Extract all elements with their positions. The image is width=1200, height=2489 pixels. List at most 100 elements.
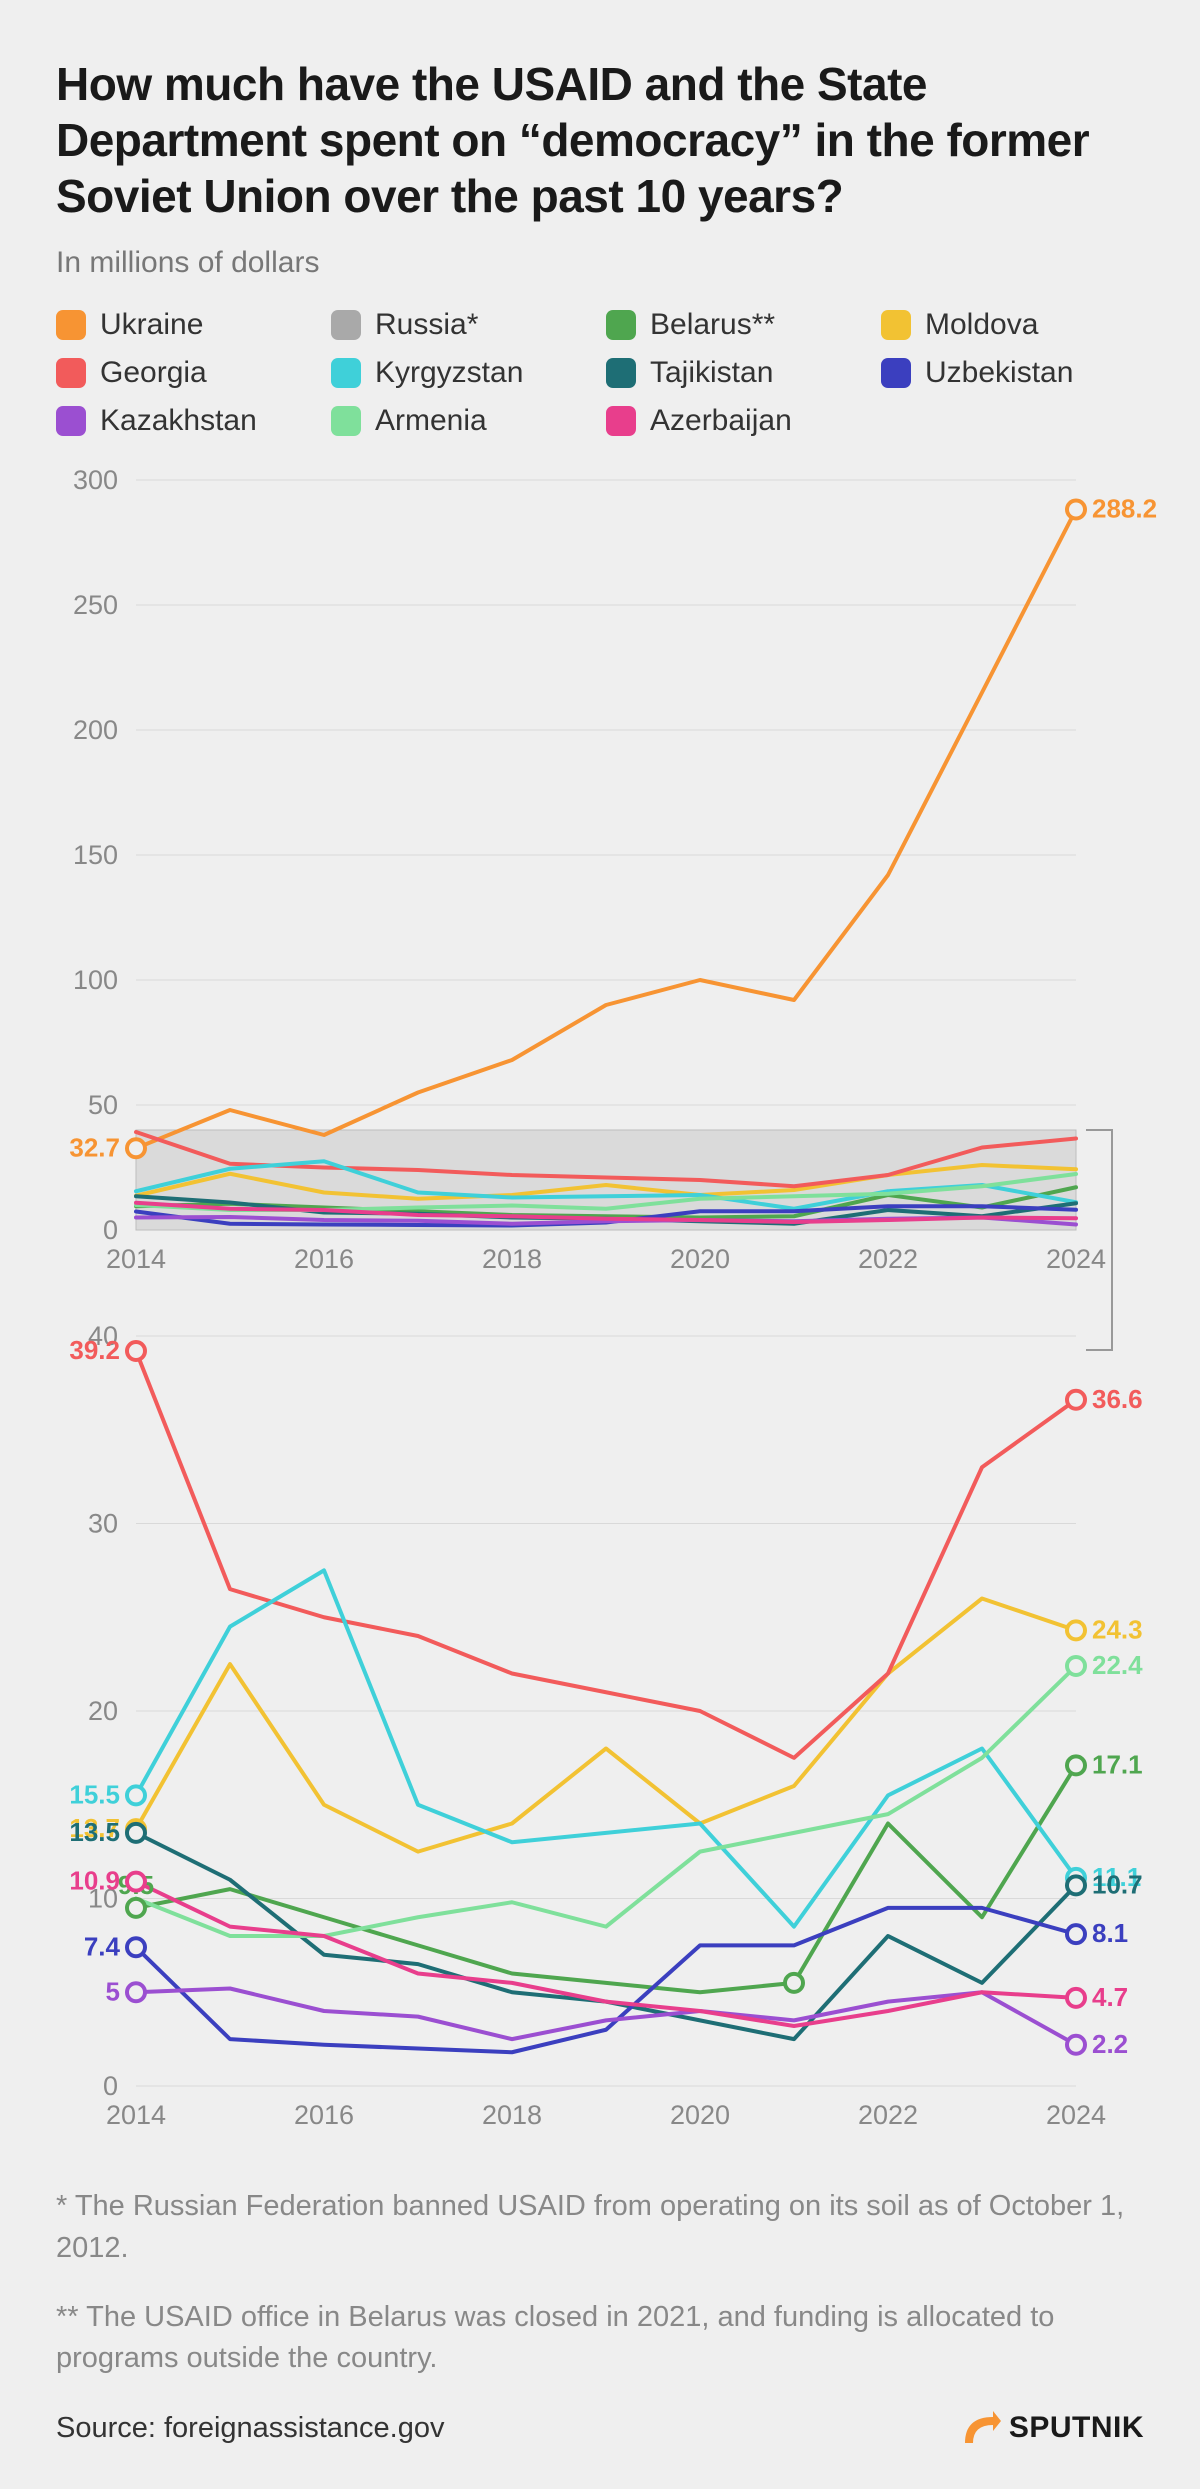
svg-text:2022: 2022: [858, 2100, 918, 2130]
line-moldova: [136, 1599, 1076, 1852]
svg-text:2016: 2016: [294, 1244, 354, 1274]
footnote-1: * The Russian Federation banned USAID fr…: [56, 2186, 1144, 2268]
legend-swatch: [56, 406, 86, 436]
marker-belarus: [785, 1974, 803, 1992]
svg-text:2014: 2014: [106, 1244, 166, 1274]
legend-swatch: [56, 358, 86, 388]
legend-item-georgia: Georgia: [56, 356, 319, 390]
svg-text:2018: 2018: [482, 1244, 542, 1274]
legend-swatch: [331, 358, 361, 388]
legend-item-russia: Russia*: [331, 308, 594, 342]
legend-item-moldova: Moldova: [881, 308, 1144, 342]
marker-ukraine: [127, 1140, 145, 1158]
legend-swatch: [606, 358, 636, 388]
logo-icon: [959, 2407, 1001, 2449]
svg-text:100: 100: [73, 965, 118, 995]
legend-label: Uzbekistan: [925, 356, 1073, 390]
svg-text:0: 0: [103, 1215, 118, 1245]
chart-bottom: 0102030402014201620182020202220249.517.1…: [56, 1326, 1144, 2146]
marker-label-kazakhstan: 5: [106, 1977, 120, 2007]
marker-label-kyrgyzstan: 15.5: [69, 1780, 120, 1810]
marker-label-ukraine: 32.7: [69, 1133, 120, 1163]
legend-label: Georgia: [100, 356, 207, 390]
legend-item-armenia: Armenia: [331, 404, 594, 438]
legend-item-uzbekistan: Uzbekistan: [881, 356, 1144, 390]
marker-label-tajikistan: 10.7: [1092, 1870, 1143, 1900]
marker-label-georgia: 39.2: [69, 1335, 120, 1365]
legend-label: Belarus**: [650, 308, 775, 342]
marker-belarus: [1067, 1757, 1085, 1775]
marker-georgia: [127, 1342, 145, 1360]
marker-label-uzbekistan: 8.1: [1092, 1918, 1128, 1948]
legend-swatch: [331, 406, 361, 436]
svg-text:30: 30: [88, 1509, 118, 1539]
legend-swatch: [606, 310, 636, 340]
svg-text:0: 0: [103, 2071, 118, 2101]
marker-label-belarus: 17.1: [1092, 1750, 1143, 1780]
legend-item-kyrgyzstan: Kyrgyzstan: [331, 356, 594, 390]
legend-swatch: [881, 310, 911, 340]
marker-moldova: [1067, 1622, 1085, 1640]
marker-label-tajikistan: 13.5: [69, 1817, 120, 1847]
svg-text:2014: 2014: [106, 2100, 166, 2130]
legend-item-tajikistan: Tajikistan: [606, 356, 869, 390]
svg-text:250: 250: [73, 590, 118, 620]
logo-text: SPUTNIK: [1009, 2411, 1144, 2445]
line-kazakhstan: [136, 1989, 1076, 2045]
marker-kyrgyzstan: [127, 1787, 145, 1805]
line-georgia: [136, 1351, 1076, 1758]
svg-text:2022: 2022: [858, 1244, 918, 1274]
marker-label-kazakhstan: 2.2: [1092, 2029, 1128, 2059]
marker-uzbekistan: [1067, 1925, 1085, 1943]
legend-label: Ukraine: [100, 308, 203, 342]
inset-bracket: [1086, 1130, 1112, 1350]
logo: SPUTNIK: [959, 2407, 1144, 2449]
svg-text:2020: 2020: [670, 1244, 730, 1274]
marker-belarus: [127, 1899, 145, 1917]
svg-text:300: 300: [73, 465, 118, 495]
marker-armenia: [1067, 1657, 1085, 1675]
marker-label-armenia: 22.4: [1092, 1650, 1143, 1680]
line-armenia: [136, 1666, 1076, 1936]
legend-label: Azerbaijan: [650, 404, 792, 438]
page-title: How much have the USAID and the State De…: [56, 56, 1144, 224]
marker-tajikistan: [1067, 1877, 1085, 1895]
legend-label: Russia*: [375, 308, 478, 342]
svg-text:2024: 2024: [1046, 1244, 1106, 1274]
marker-tajikistan: [127, 1824, 145, 1842]
legend-label: Kazakhstan: [100, 404, 257, 438]
legend-label: Moldova: [925, 308, 1038, 342]
marker-label-azerbaijan: 4.7: [1092, 1982, 1128, 2012]
marker-label-uzbekistan: 7.4: [84, 1932, 121, 1962]
legend-swatch: [331, 310, 361, 340]
marker-georgia: [1067, 1391, 1085, 1409]
footnotes: * The Russian Federation banned USAID fr…: [56, 2186, 1144, 2379]
legend-item-azerbaijan: Azerbaijan: [606, 404, 869, 438]
source: Source: foreignassistance.gov: [56, 2412, 445, 2445]
marker-ukraine: [1067, 501, 1085, 519]
marker-uzbekistan: [127, 1939, 145, 1957]
marker-label-moldova: 24.3: [1092, 1615, 1143, 1645]
marker-label-ukraine: 288.2: [1092, 494, 1157, 524]
marker-azerbaijan: [1067, 1989, 1085, 2007]
subtitle: In millions of dollars: [56, 246, 1144, 280]
legend-label: Kyrgyzstan: [375, 356, 523, 390]
svg-text:20: 20: [88, 1696, 118, 1726]
marker-label-azerbaijan: 10.9: [69, 1866, 120, 1896]
legend-swatch: [606, 406, 636, 436]
svg-text:2024: 2024: [1046, 2100, 1106, 2130]
svg-text:150: 150: [73, 840, 118, 870]
chart-top: 0501001502002503002014201620182020202220…: [56, 470, 1144, 1290]
root: How much have the USAID and the State De…: [0, 0, 1200, 2489]
marker-kazakhstan: [127, 1984, 145, 2002]
footnote-2: ** The USAID office in Belarus was close…: [56, 2297, 1144, 2379]
svg-text:2016: 2016: [294, 2100, 354, 2130]
svg-text:2018: 2018: [482, 2100, 542, 2130]
legend-item-ukraine: Ukraine: [56, 308, 319, 342]
legend-item-kazakhstan: Kazakhstan: [56, 404, 319, 438]
marker-label-georgia: 36.6: [1092, 1384, 1143, 1414]
legend: Ukraine Russia* Belarus** Moldova Georgia Kyr…: [56, 308, 1144, 438]
legend-swatch: [56, 310, 86, 340]
legend-label: Tajikistan: [650, 356, 773, 390]
legend-swatch: [881, 358, 911, 388]
